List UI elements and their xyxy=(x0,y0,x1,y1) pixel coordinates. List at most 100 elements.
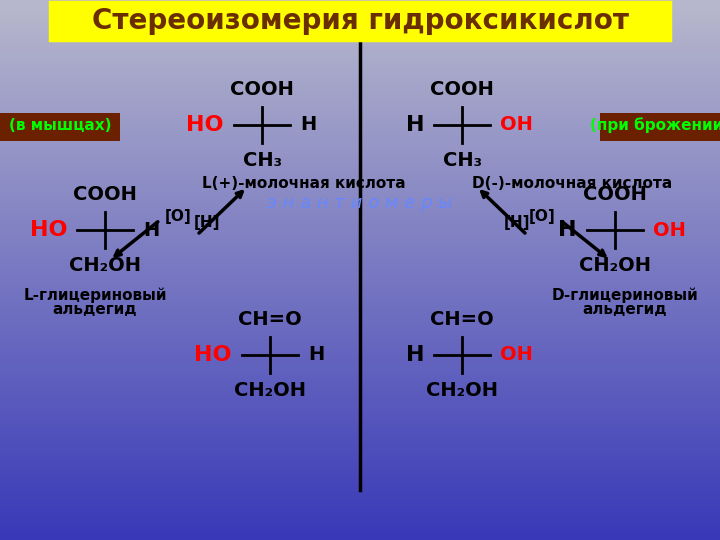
Bar xyxy=(0,403,720,404)
Text: Стереоизомерия гидроксикислот: Стереоизомерия гидроксикислот xyxy=(91,7,629,35)
Bar xyxy=(0,116,720,117)
Bar xyxy=(0,336,720,337)
Bar xyxy=(0,304,720,305)
Bar xyxy=(0,259,720,260)
Bar xyxy=(0,160,720,161)
Bar xyxy=(0,513,720,514)
Bar xyxy=(0,60,720,61)
Bar xyxy=(0,165,720,166)
Text: L(+)-молочная кислота: L(+)-молочная кислота xyxy=(202,176,405,191)
Bar xyxy=(0,251,720,252)
Bar xyxy=(0,312,720,313)
Bar xyxy=(0,400,720,401)
Bar xyxy=(0,153,720,154)
Bar xyxy=(0,15,720,16)
Bar xyxy=(0,433,720,434)
Bar xyxy=(0,284,720,285)
Bar xyxy=(0,491,720,492)
Bar xyxy=(0,249,720,250)
Bar xyxy=(0,452,720,453)
Bar xyxy=(0,58,720,59)
Bar xyxy=(0,70,720,71)
Bar xyxy=(0,149,720,150)
Bar xyxy=(0,320,720,321)
Bar xyxy=(0,173,720,174)
Bar xyxy=(0,224,720,225)
Bar xyxy=(0,390,720,391)
Bar xyxy=(0,142,720,143)
Bar xyxy=(0,112,720,113)
Bar xyxy=(0,427,720,428)
Bar xyxy=(0,175,720,176)
Bar xyxy=(0,506,720,507)
Bar xyxy=(0,532,720,533)
Bar xyxy=(0,174,720,175)
Bar xyxy=(0,125,720,126)
Bar xyxy=(0,104,720,105)
Bar xyxy=(0,228,720,229)
Bar xyxy=(0,209,720,210)
Text: CH₃: CH₃ xyxy=(243,151,282,170)
Bar xyxy=(0,261,720,262)
Bar xyxy=(0,193,720,194)
Bar xyxy=(0,435,720,436)
Bar xyxy=(0,504,720,505)
Bar xyxy=(0,137,720,138)
Bar xyxy=(0,303,720,304)
Bar xyxy=(0,59,720,60)
Bar xyxy=(0,180,720,181)
Bar xyxy=(0,369,720,370)
Bar xyxy=(0,501,720,502)
Bar xyxy=(0,465,720,466)
Bar xyxy=(0,298,720,299)
Bar xyxy=(0,62,720,63)
Text: COOH: COOH xyxy=(583,185,647,204)
Bar xyxy=(0,24,720,25)
Bar xyxy=(0,398,720,399)
Bar xyxy=(0,490,720,491)
Bar xyxy=(0,409,720,410)
Text: D-глицериновый: D-глицериновый xyxy=(552,287,698,303)
Bar xyxy=(0,176,720,177)
Bar xyxy=(0,305,720,306)
Bar xyxy=(0,184,720,185)
Bar xyxy=(0,466,720,467)
Bar xyxy=(0,97,720,98)
Bar xyxy=(0,358,720,359)
Bar xyxy=(0,322,720,323)
Bar xyxy=(0,441,720,442)
Bar xyxy=(0,307,720,308)
Bar xyxy=(0,46,720,47)
Bar xyxy=(0,476,720,477)
Bar xyxy=(0,260,720,261)
Bar xyxy=(0,371,720,372)
Bar xyxy=(0,355,720,356)
Bar xyxy=(0,404,720,405)
Bar xyxy=(0,68,720,69)
Bar xyxy=(0,106,720,107)
Bar xyxy=(0,299,720,300)
Bar xyxy=(0,75,720,76)
Bar xyxy=(0,94,720,95)
Bar xyxy=(0,219,720,220)
Bar xyxy=(0,412,720,413)
Bar xyxy=(0,155,720,156)
Text: D(-)-молочная кислота: D(-)-молочная кислота xyxy=(472,176,672,191)
Bar xyxy=(0,365,720,366)
Text: [H]: [H] xyxy=(504,215,530,230)
Bar xyxy=(0,71,720,72)
Bar xyxy=(0,447,720,448)
Bar xyxy=(0,344,720,345)
Bar xyxy=(0,44,720,45)
Bar xyxy=(0,337,720,338)
Bar xyxy=(0,394,720,395)
Bar xyxy=(0,273,720,274)
Bar xyxy=(0,138,720,139)
Bar xyxy=(0,335,720,336)
Bar xyxy=(0,3,720,4)
Text: CH₃: CH₃ xyxy=(443,151,482,170)
Bar xyxy=(0,230,720,231)
Bar xyxy=(0,473,720,474)
Bar xyxy=(0,91,720,92)
Bar xyxy=(0,25,720,26)
